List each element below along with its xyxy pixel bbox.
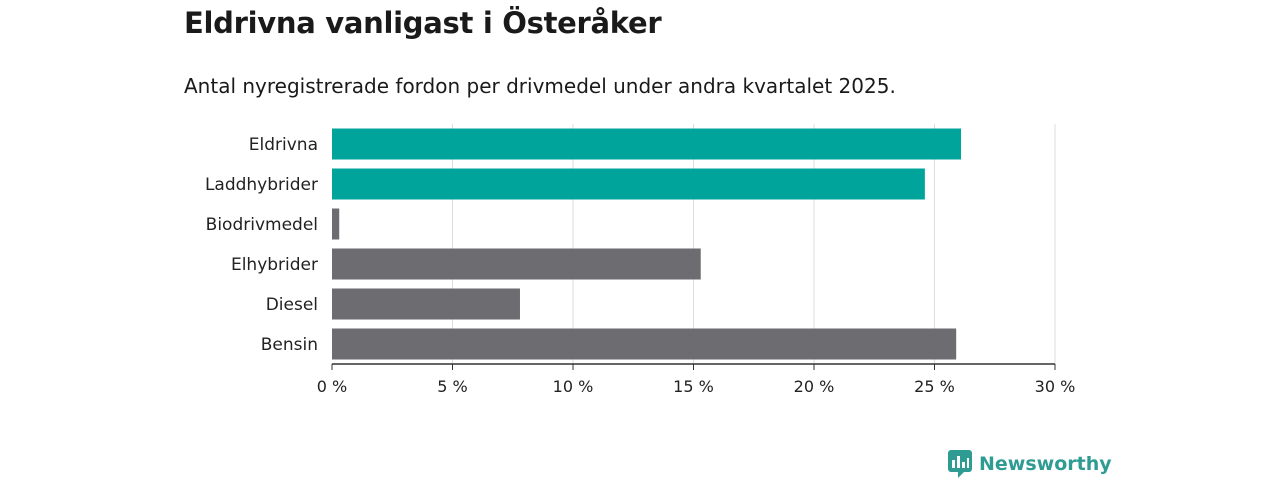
- category-labels: Eldrivna Laddhybrider Biodrivmedel Elhybrid…: [205, 135, 318, 355]
- bar-bensin: [332, 328, 957, 360]
- x-axis-ticks: 0 % 5 % 10 % 15 % 20 % 25 % 30 %: [317, 364, 1076, 396]
- newsworthy-logo-icon: [948, 450, 972, 478]
- bar-laddhybrider: [332, 168, 925, 200]
- bar-chart: Eldrivna Laddhybrider Biodrivmedel Elhybrid…: [205, 124, 1076, 396]
- category-label: Diesel: [266, 295, 318, 315]
- category-label: Elhybrider: [231, 255, 318, 275]
- grid-lines: [452, 124, 1056, 364]
- bar-eldrivna: [332, 128, 962, 160]
- x-tick-label: 10 %: [553, 377, 594, 396]
- brand-name: Newsworthy: [979, 453, 1112, 475]
- category-label: Eldrivna: [249, 135, 318, 155]
- category-label: Biodrivmedel: [206, 215, 318, 235]
- bars: [332, 128, 962, 360]
- x-tick-label: 0 %: [317, 377, 347, 396]
- chart-subtitle: Antal nyregistrerade fordon per drivmede…: [184, 74, 896, 98]
- x-tick-label: 25 %: [914, 377, 955, 396]
- brand-logo: Newsworthy: [948, 450, 1112, 478]
- x-tick-label: 30 %: [1035, 377, 1076, 396]
- x-tick-label: 15 %: [673, 377, 714, 396]
- category-label: Laddhybrider: [205, 175, 318, 195]
- bar-elhybrider: [332, 248, 701, 280]
- category-label: Bensin: [261, 335, 318, 355]
- chart-title: Eldrivna vanligast i Österåker: [184, 6, 662, 40]
- x-tick-label: 20 %: [794, 377, 835, 396]
- bar-diesel: [332, 288, 520, 320]
- x-tick-label: 5 %: [437, 377, 467, 396]
- bar-biodrivmedel: [332, 208, 340, 240]
